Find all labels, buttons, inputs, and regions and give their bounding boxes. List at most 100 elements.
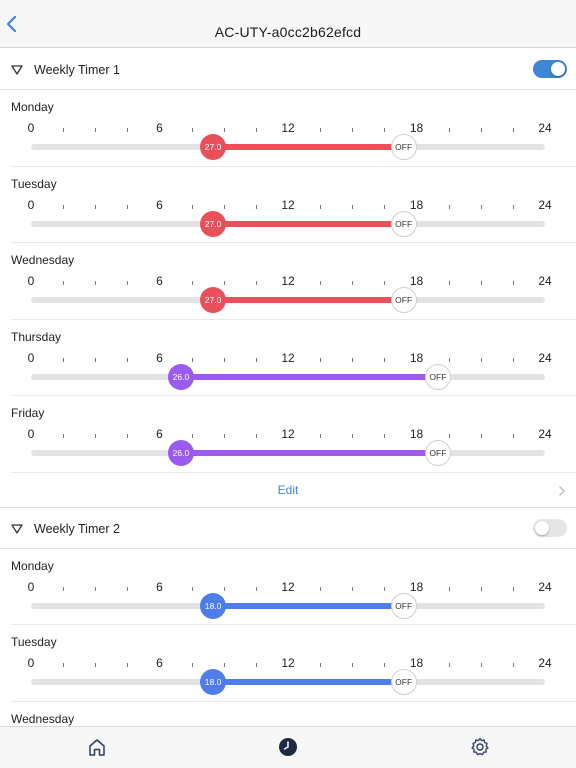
hour-tick bbox=[255, 281, 257, 285]
hour-label: 6 bbox=[156, 350, 163, 365]
hour-tick bbox=[320, 357, 322, 362]
hour-tick bbox=[223, 204, 225, 209]
hour-tick bbox=[191, 434, 193, 438]
toggle-knob bbox=[551, 62, 565, 76]
off-handle[interactable]: OFF bbox=[390, 210, 417, 237]
clock-icon bbox=[279, 738, 297, 756]
hour-tick bbox=[512, 663, 514, 667]
hour-tick bbox=[480, 281, 482, 285]
temperature-handle[interactable]: 26.0 bbox=[167, 440, 194, 466]
hour-label: 6 bbox=[156, 274, 163, 288]
off-handle[interactable]: OFF bbox=[424, 363, 451, 390]
edit-row: Edit bbox=[0, 473, 576, 508]
hour-tick bbox=[384, 586, 386, 591]
hour-label: 12 bbox=[281, 579, 295, 594]
hour-tick bbox=[127, 204, 129, 209]
hour-tick bbox=[512, 357, 514, 362]
hour-label: 12 bbox=[281, 427, 295, 441]
hour-tick bbox=[320, 128, 322, 132]
timer-range-bar bbox=[180, 373, 438, 380]
timer-list[interactable]: Weekly Timer 1 Monday 0 6 12 18 24 27.0 OFF Tuesd… bbox=[0, 49, 576, 726]
day-row: Wednesday 0 6 12 18 24 27.0 OFF bbox=[11, 243, 576, 320]
chevron-right-icon[interactable] bbox=[558, 484, 566, 496]
hour-tick bbox=[255, 357, 257, 362]
hour-tick bbox=[255, 586, 257, 591]
off-handle[interactable]: OFF bbox=[390, 134, 417, 160]
hour-tick bbox=[480, 434, 482, 438]
day-label: Friday bbox=[11, 406, 45, 420]
temperature-handle[interactable]: 27.0 bbox=[200, 134, 227, 160]
hour-tick bbox=[95, 128, 97, 132]
hour-label: 24 bbox=[538, 121, 552, 135]
day-row: Monday 0 6 12 18 24 27.0 OFF bbox=[11, 90, 576, 167]
hour-label: 24 bbox=[538, 427, 552, 441]
timer-range-bar bbox=[213, 297, 404, 303]
hour-tick bbox=[480, 204, 482, 209]
hour-tick bbox=[352, 434, 354, 438]
off-handle[interactable]: OFF bbox=[390, 592, 417, 619]
hour-tick bbox=[320, 586, 322, 591]
hour-scale: 0 6 12 18 24 bbox=[28, 427, 552, 443]
hour-label: 18 bbox=[409, 579, 424, 594]
day-row: Wednesday bbox=[11, 702, 576, 727]
hour-tick bbox=[512, 128, 514, 132]
temperature-handle[interactable]: 18.0 bbox=[200, 669, 227, 695]
tab-timer[interactable] bbox=[277, 736, 299, 758]
day-label: Thursday bbox=[11, 329, 62, 344]
hour-tick bbox=[384, 663, 386, 667]
day-row: Thursday 0 6 12 18 24 26.0 OFF bbox=[11, 320, 576, 396]
timer-track: 27.0 OFF bbox=[31, 287, 545, 313]
hour-tick bbox=[127, 663, 129, 667]
hour-tick bbox=[352, 663, 354, 667]
hour-scale: 0 6 12 18 24 bbox=[28, 274, 552, 290]
hour-tick bbox=[480, 357, 482, 362]
hour-label: 0 bbox=[27, 579, 35, 594]
timer-track: 27.0 OFF bbox=[31, 210, 545, 237]
timer-header: Weekly Timer 2 bbox=[0, 507, 576, 549]
triangle-down-icon[interactable] bbox=[11, 522, 23, 534]
hour-scale: 0 6 12 18 24 bbox=[28, 198, 552, 214]
hour-tick bbox=[352, 586, 354, 591]
day-label: Wednesday bbox=[11, 711, 75, 726]
off-handle[interactable]: OFF bbox=[424, 440, 451, 466]
hour-tick bbox=[352, 281, 354, 285]
hour-tick bbox=[448, 204, 450, 209]
hour-tick bbox=[223, 357, 225, 362]
timer-track: 27.0 OFF bbox=[31, 134, 545, 160]
hour-tick bbox=[127, 434, 129, 438]
hour-tick bbox=[95, 586, 97, 591]
temperature-handle[interactable]: 26.0 bbox=[167, 363, 194, 390]
hour-label: 18 bbox=[409, 121, 424, 135]
hour-tick bbox=[127, 128, 129, 132]
timer-track: 26.0 OFF bbox=[31, 440, 545, 466]
settings-icon bbox=[471, 737, 489, 756]
tab-settings[interactable] bbox=[469, 736, 491, 758]
hour-tick bbox=[448, 663, 450, 667]
timer-toggle[interactable] bbox=[533, 518, 567, 537]
day-label: Tuesday bbox=[11, 176, 57, 191]
temperature-handle[interactable]: 18.0 bbox=[200, 592, 227, 619]
temperature-handle[interactable]: 27.0 bbox=[200, 287, 227, 313]
timer-header: Weekly Timer 1 bbox=[0, 49, 576, 90]
day-row: Monday 0 6 12 18 24 18.0 OFF bbox=[11, 549, 576, 625]
hour-label: 24 bbox=[538, 350, 552, 365]
hour-label: 0 bbox=[27, 656, 35, 670]
hour-tick bbox=[223, 663, 225, 667]
day-label: Monday bbox=[11, 100, 54, 114]
hour-tick bbox=[320, 281, 322, 285]
off-handle[interactable]: OFF bbox=[390, 669, 417, 695]
timer-toggle[interactable] bbox=[533, 60, 567, 78]
temperature-handle[interactable]: 27.0 bbox=[200, 210, 227, 237]
hour-tick bbox=[512, 281, 514, 285]
edit-button[interactable]: Edit bbox=[277, 482, 299, 497]
timer-title: Weekly Timer 1 bbox=[34, 63, 120, 77]
hour-tick bbox=[384, 434, 386, 438]
off-handle[interactable]: OFF bbox=[390, 287, 417, 313]
hour-tick bbox=[223, 128, 225, 132]
hour-label: 0 bbox=[27, 121, 35, 135]
back-button[interactable] bbox=[4, 15, 24, 46]
timer-title: Weekly Timer 2 bbox=[34, 521, 120, 536]
tab-home[interactable] bbox=[86, 736, 108, 758]
triangle-down-icon[interactable] bbox=[11, 63, 23, 75]
hour-tick bbox=[95, 357, 97, 362]
